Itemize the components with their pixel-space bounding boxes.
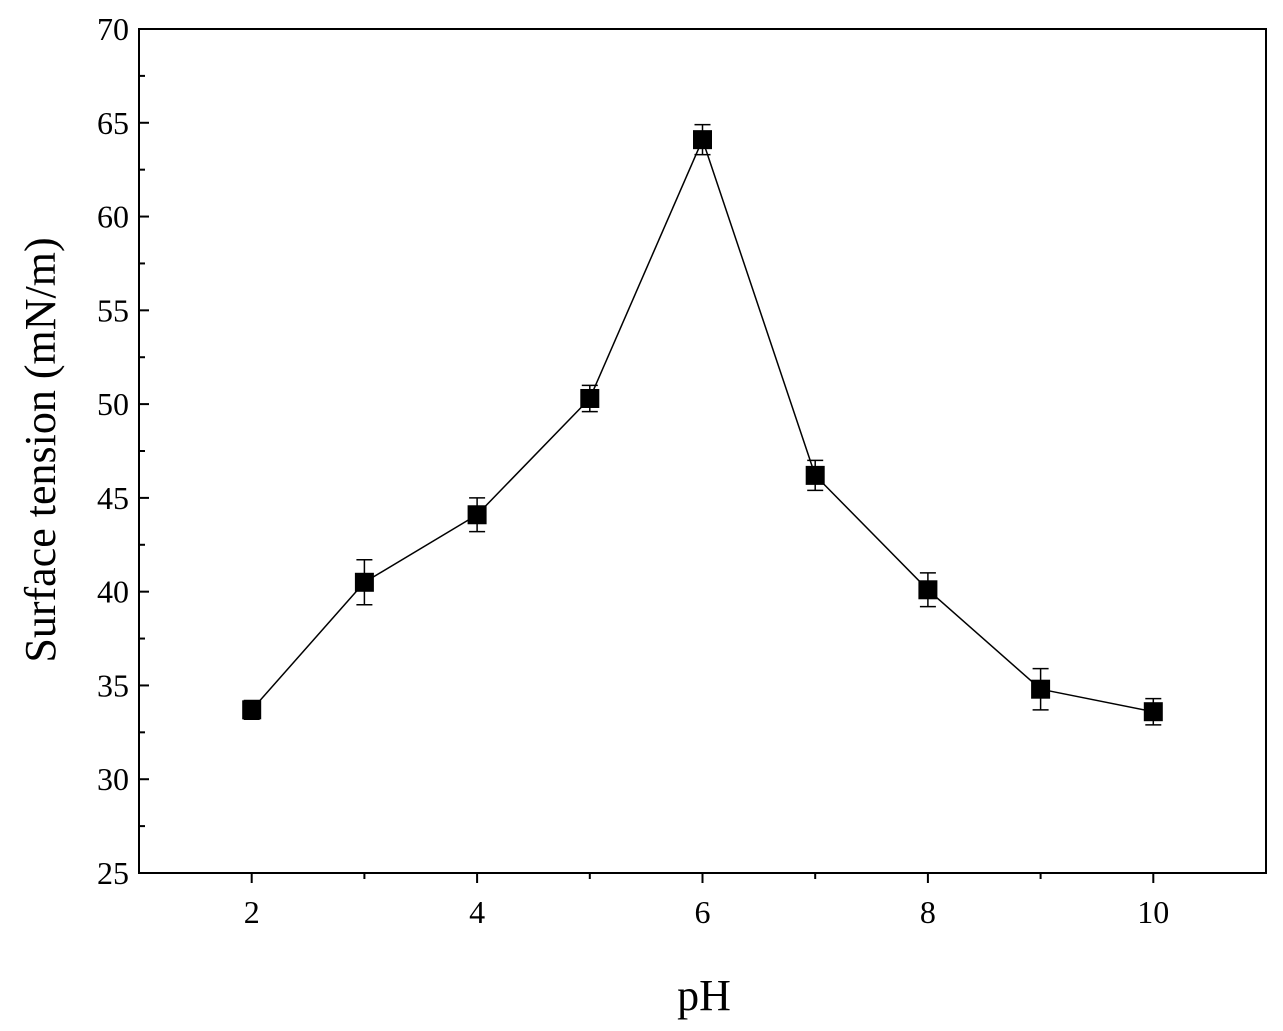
x-tick-label: 4	[469, 894, 485, 930]
y-tick-label: 35	[97, 667, 129, 703]
x-axis-title: pH	[677, 971, 731, 1020]
series-line-segment	[364, 514, 478, 583]
y-tick-label: 25	[97, 855, 129, 891]
y-tick-label: 65	[97, 105, 129, 141]
plot-frame	[138, 28, 1267, 874]
y-tick-label: 40	[97, 574, 129, 610]
error-bars	[243, 123, 1162, 726]
data-point-marker	[354, 572, 374, 592]
series-lines	[251, 139, 1154, 713]
y-tick-label: 60	[97, 199, 129, 235]
axes	[138, 28, 1267, 874]
data-point-marker	[1031, 679, 1051, 699]
y-tick-label: 70	[97, 11, 129, 47]
y-tick-label: 30	[97, 761, 129, 797]
x-tick-label: 8	[920, 894, 936, 930]
data-point-marker	[805, 465, 825, 485]
data-point-marker	[580, 388, 600, 408]
x-tick-label: 6	[695, 894, 711, 930]
series-line-segment	[927, 589, 1042, 690]
data-point-marker	[1143, 702, 1163, 722]
series-line-segment	[701, 139, 816, 476]
series-line-segment	[476, 397, 591, 516]
y-tick-label: 45	[97, 480, 129, 516]
series-line-segment	[589, 139, 704, 399]
series-line-segment	[814, 474, 929, 591]
y-tick-label: 55	[97, 292, 129, 328]
data-point-marker	[693, 130, 712, 150]
data-point-marker	[467, 505, 487, 525]
y-axis-title: Surface tension (mN/m)	[16, 237, 65, 662]
series-line-segment	[251, 581, 365, 711]
x-tick-label: 2	[244, 894, 260, 930]
series-line-segment	[1040, 688, 1154, 713]
data-point-marker	[918, 580, 938, 600]
axis-ticks: 25 30 35 40 45 50 55 60 65 70 2 4 6 8 10	[97, 11, 1169, 930]
data-markers	[242, 130, 1163, 722]
data-point-marker	[242, 700, 262, 720]
x-tick-label: 10	[1137, 894, 1169, 930]
y-tick-label: 50	[97, 386, 129, 422]
